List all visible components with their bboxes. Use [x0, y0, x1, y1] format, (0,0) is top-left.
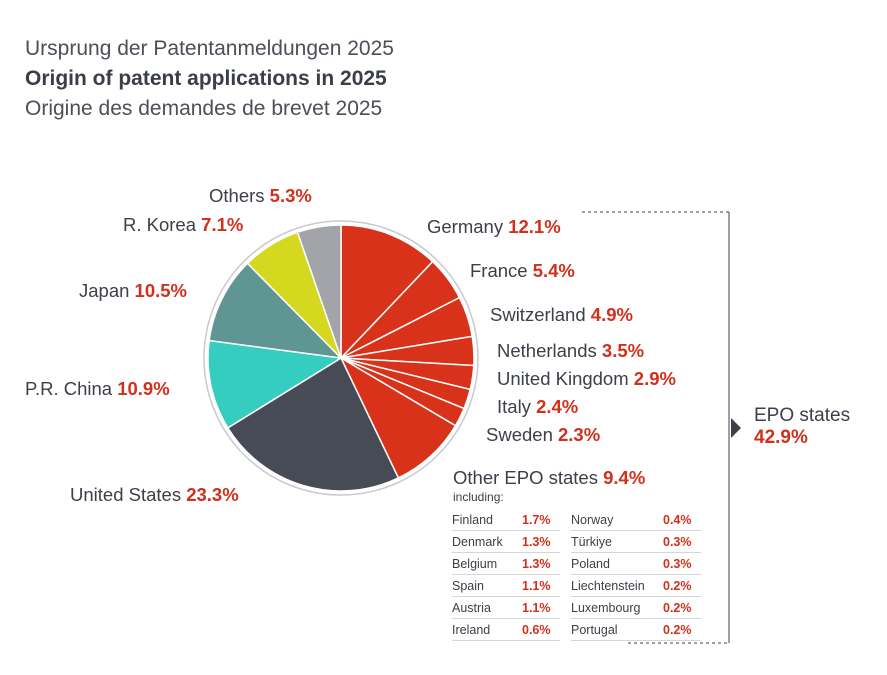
title-french: Origine des demandes de brevet 2025: [25, 97, 383, 120]
table-row: Austria 1.1%: [452, 596, 560, 619]
country-share: 0.3%: [663, 530, 701, 553]
country-share: 0.2%: [663, 574, 701, 597]
label-netherlands: Netherlands 3.5%: [497, 340, 645, 361]
table-row: Norway 0.4%: [571, 509, 701, 531]
label-switzerland: Switzerland 4.9%: [490, 304, 633, 325]
country-share: 1.1%: [522, 596, 560, 619]
country-name: Finland: [452, 509, 522, 531]
pie-slice-other-epo-states: [339, 356, 457, 479]
pie-slice-japan: [208, 262, 344, 360]
country-share: 0.4%: [663, 509, 701, 531]
label-sweden: Sweden 2.3%: [486, 424, 601, 445]
pie-slice-others: [296, 224, 342, 359]
bracket-arrow: [731, 418, 741, 438]
title-german: Ursprung der Patentanmeldungen 2025: [25, 37, 394, 60]
country-name: Ireland: [452, 618, 522, 641]
pie-slice-p-r-china: [207, 339, 344, 429]
country-share: 0.6%: [522, 618, 560, 641]
pie-slice-germany: [340, 224, 434, 360]
country-share: 0.3%: [663, 552, 701, 575]
epo-states-label: EPO states: [754, 405, 851, 426]
other-epo-table-right: Norway 0.4% Türkiye 0.3% Poland 0.3% Liecht…: [571, 509, 701, 641]
country-name: Liechtenstein: [571, 574, 663, 597]
epo-states-value: 42.9%: [754, 427, 808, 448]
table-row: Spain 1.1%: [452, 574, 560, 597]
country-name: Türkiye: [571, 530, 663, 553]
table-row: Finland 1.7%: [452, 509, 560, 531]
label-france: France 5.4%: [470, 260, 575, 281]
country-name: Portugal: [571, 618, 663, 641]
label-italy: Italy 2.4%: [497, 396, 579, 417]
country-name: Denmark: [452, 530, 522, 553]
country-share: 1.7%: [522, 509, 560, 531]
table-row: Ireland 0.6%: [452, 618, 560, 641]
country-name: Belgium: [452, 552, 522, 575]
country-name: Poland: [571, 552, 663, 575]
table-row: Denmark 1.3%: [452, 530, 560, 553]
table-row: Liechtenstein 0.2%: [571, 574, 701, 597]
label-japan: Japan 10.5%: [79, 280, 188, 301]
label-others: Others 5.3%: [209, 185, 312, 206]
table-row: Türkiye 0.3%: [571, 530, 701, 553]
label-r-korea: R. Korea 7.1%: [123, 214, 244, 235]
pie-slice-united-states: [226, 356, 400, 492]
country-name: Norway: [571, 509, 663, 531]
country-share: 1.3%: [522, 552, 560, 575]
including-label: including:: [453, 490, 504, 504]
table-row: Poland 0.3%: [571, 552, 701, 575]
label-united-states: United States 23.3%: [70, 484, 239, 505]
country-name: Spain: [452, 574, 522, 597]
country-share: 0.2%: [663, 596, 701, 619]
table-row: Portugal 0.2%: [571, 618, 701, 641]
country-share: 1.1%: [522, 574, 560, 597]
country-name: Luxembourg: [571, 596, 663, 619]
other-epo-table-left: Finland 1.7% Denmark 1.3% Belgium 1.3% Spai…: [452, 509, 560, 641]
title-block: Ursprung der Patentanmeldungen 2025 Orig…: [25, 34, 394, 124]
label-pr-china: P.R. China 10.9%: [25, 378, 170, 399]
table-row: Belgium 1.3%: [452, 552, 560, 575]
table-row: Luxembourg 0.2%: [571, 596, 701, 619]
title-english: Origin of patent applications in 2025: [25, 67, 387, 90]
country-share: 0.2%: [663, 618, 701, 641]
label-germany: Germany 12.1%: [427, 216, 561, 237]
country-name: Austria: [452, 596, 522, 619]
pie-outer-ring: [203, 220, 479, 496]
label-united-kingdom: United Kingdom 2.9%: [497, 368, 676, 389]
epo-states-total: EPO states 42.9%: [754, 405, 850, 449]
country-share: 1.3%: [522, 530, 560, 553]
label-other-epo-states: Other EPO states 9.4%: [453, 467, 646, 488]
